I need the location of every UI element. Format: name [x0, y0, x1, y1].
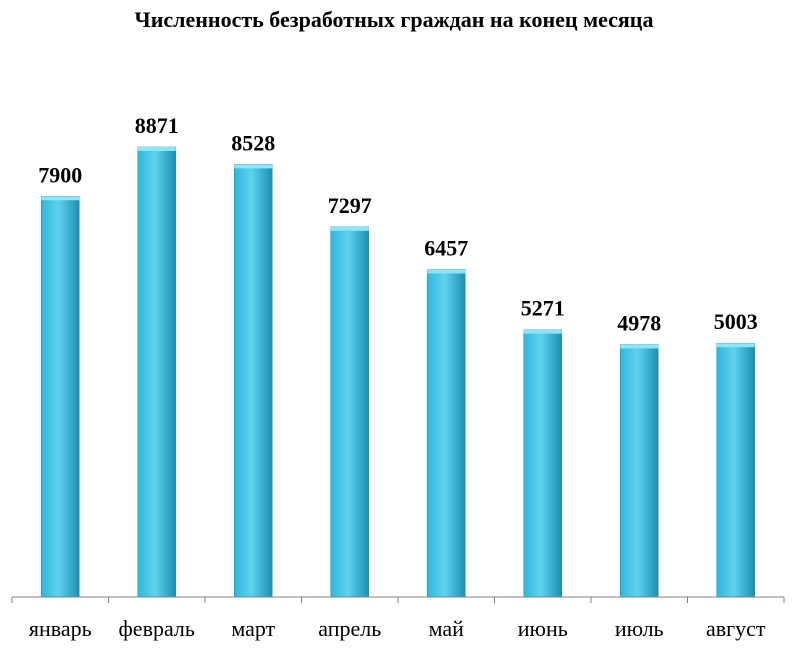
data-label: 6457	[424, 235, 468, 260]
bar-5	[427, 269, 466, 598]
bar-8	[716, 342, 755, 598]
data-label: 5003	[714, 309, 758, 334]
x-tick-label: январь	[29, 616, 92, 641]
bar-top-highlight	[330, 226, 369, 231]
bars-layer	[41, 146, 755, 598]
x-tick-label: июль	[615, 616, 664, 641]
x-tick-label: август	[706, 616, 766, 641]
x-axis	[11, 596, 785, 603]
bar-top-highlight	[523, 329, 562, 334]
bar-1	[41, 196, 80, 598]
bar-top-highlight	[620, 344, 659, 349]
bar-top-highlight	[427, 269, 466, 274]
data-labels-layer: 7900 8871 8528 7297 6457 5271 4978 5003	[38, 113, 758, 335]
bar-top-highlight	[41, 196, 80, 201]
x-tick-labels: январь февраль март апрель май июнь июль август	[29, 616, 766, 641]
bar-6	[523, 329, 562, 598]
data-label: 7900	[38, 162, 82, 187]
x-tick-label: февраль	[119, 616, 195, 641]
x-tick-label: май	[429, 616, 465, 641]
bar-top-highlight	[137, 147, 176, 151]
x-tick-label: март	[231, 616, 275, 641]
data-label: 8528	[231, 130, 275, 155]
chart-title: Численность безработных граждан на конец…	[135, 7, 654, 32]
data-label: 4978	[617, 310, 661, 335]
x-tick-label: апрель	[318, 616, 381, 641]
data-label: 5271	[521, 296, 565, 321]
bar-top-highlight	[716, 343, 755, 348]
bar-2	[137, 146, 176, 598]
data-label: 7297	[328, 193, 372, 218]
bar-3	[234, 164, 273, 598]
bar-7	[620, 344, 659, 598]
data-label: 8871	[135, 113, 179, 138]
bar-top-highlight	[234, 164, 273, 169]
bar-4	[330, 226, 369, 598]
x-tick-label: июнь	[518, 616, 568, 641]
